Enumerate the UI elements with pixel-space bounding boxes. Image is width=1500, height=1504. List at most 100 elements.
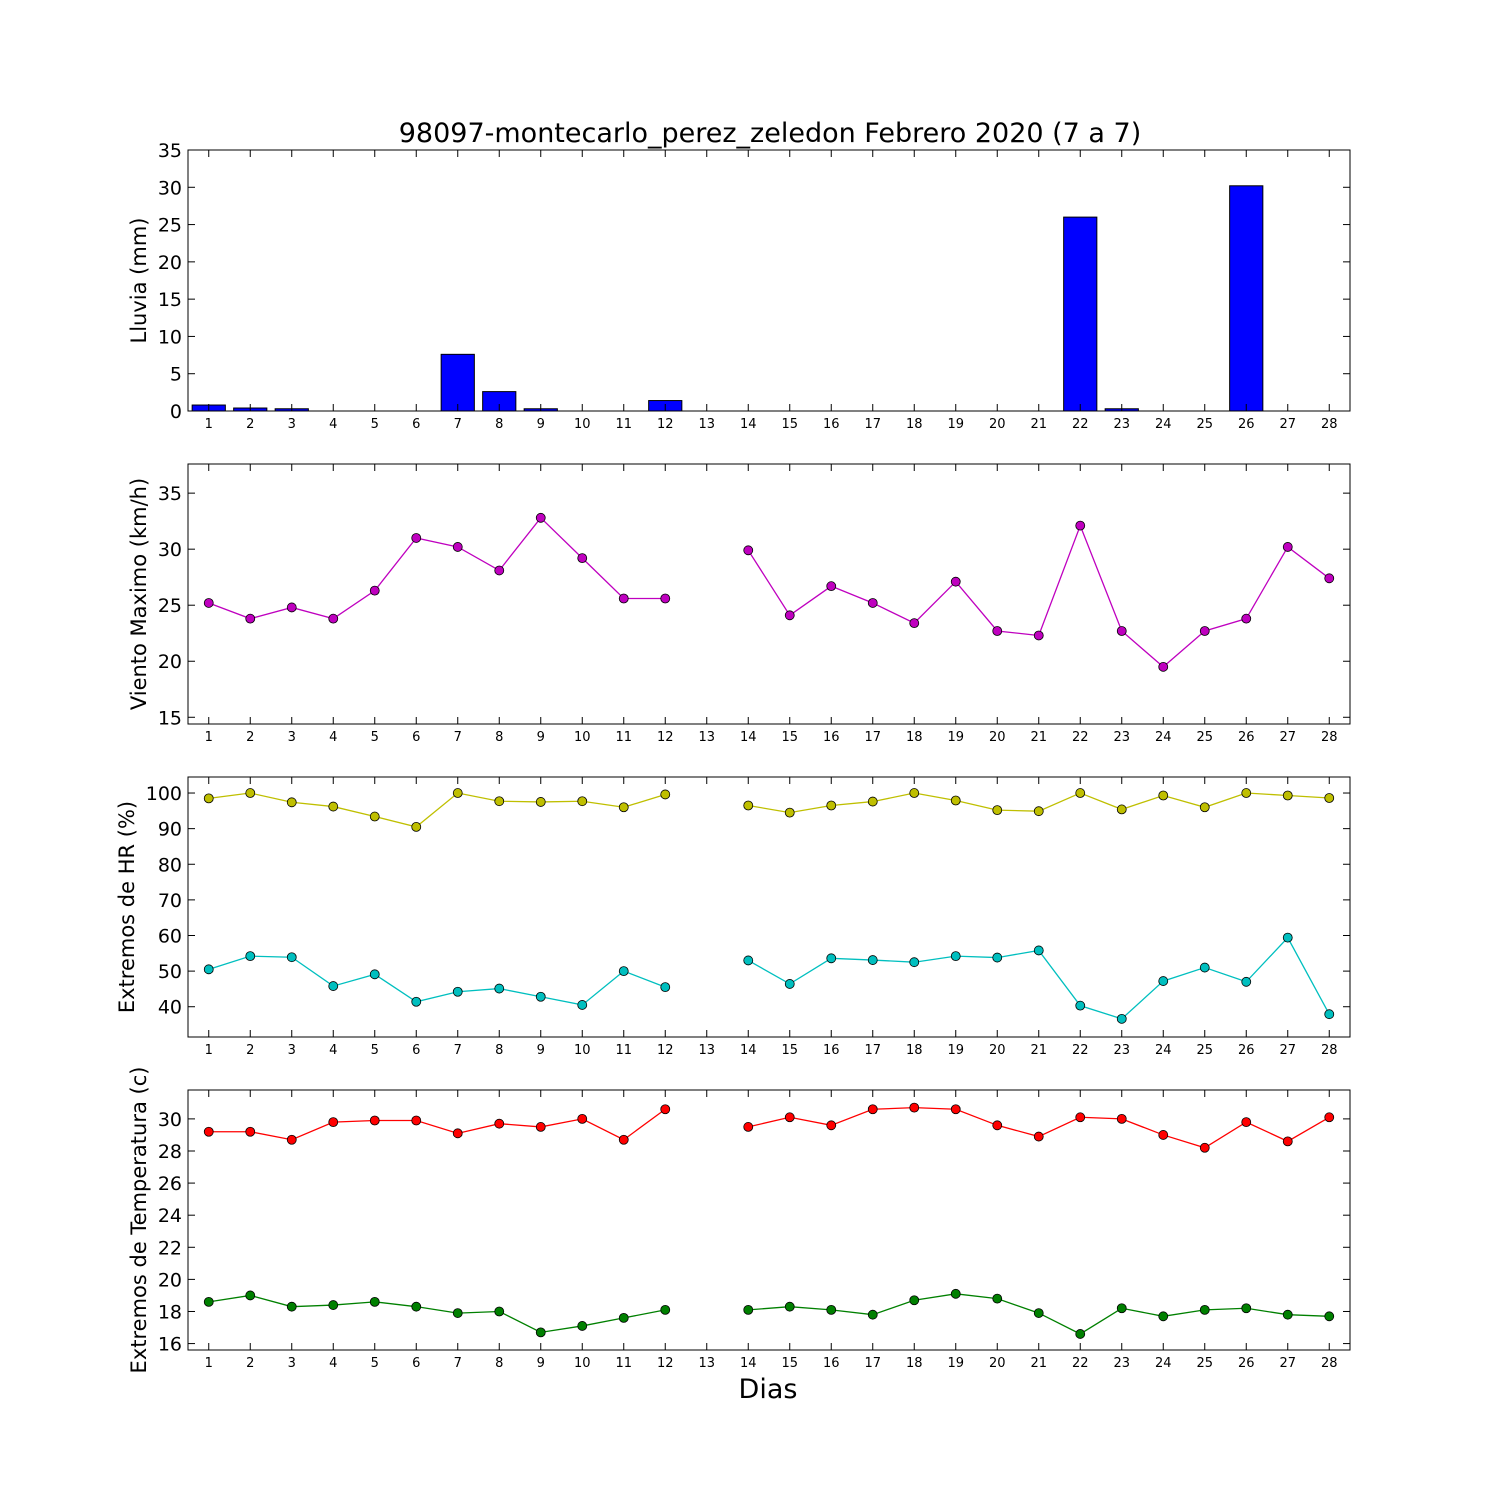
plot-frame [187, 776, 1351, 1038]
x-tick-label: 7 [454, 730, 462, 745]
y-tick-label: 20 [158, 252, 182, 274]
x-tick-label: 15 [781, 1043, 798, 1058]
point-day-19 [950, 795, 961, 806]
x-tick-label: 22 [1072, 417, 1089, 432]
y-tick-label: 35 [158, 140, 182, 162]
point-day-25 [1199, 962, 1210, 973]
x-tick-label: 3 [288, 730, 296, 745]
x-tick-label: 17 [864, 1043, 881, 1058]
x-tick-label: 28 [1321, 730, 1338, 745]
point-day-9 [535, 991, 546, 1002]
x-tick-label: 20 [989, 1043, 1006, 1058]
point-day-10 [577, 1113, 588, 1124]
y-tick-label: 40 [158, 997, 182, 1019]
point-day-11 [618, 1313, 629, 1323]
plot-frame [187, 149, 1351, 412]
x-tick-label: 21 [1030, 1043, 1047, 1058]
point-day-17 [867, 1104, 878, 1115]
point-day-7 [452, 542, 463, 552]
point-day-4 [328, 1117, 339, 1127]
x-tick-label: 24 [1155, 1043, 1172, 1058]
point-day-7 [452, 1128, 463, 1139]
bar-day-7 [440, 353, 475, 412]
point-day-18 [909, 788, 920, 798]
x-axis-label: Dias [739, 1374, 798, 1405]
x-tick-label: 28 [1321, 1043, 1338, 1058]
point-day-1 [203, 1126, 214, 1137]
chart-title: 98097-montecarlo_perez_zeledon Febrero 2… [399, 118, 1142, 149]
x-tick-label: 7 [454, 1043, 462, 1058]
point-day-17 [867, 955, 878, 965]
point-day-20 [992, 952, 1003, 963]
point-day-25 [1199, 626, 1210, 636]
point-day-3 [286, 952, 297, 963]
point-day-21 [1033, 1308, 1044, 1318]
x-tick-label: 13 [698, 1043, 715, 1058]
x-tick-label: 6 [412, 1043, 420, 1058]
y-tick-label: 15 [158, 289, 182, 311]
point-day-4 [328, 1300, 339, 1310]
y-tick-label: 15 [158, 707, 182, 729]
x-tick-label: 6 [412, 417, 420, 432]
x-tick-label: 2 [246, 417, 254, 432]
series-1 [203, 788, 1335, 832]
point-day-3 [286, 602, 297, 613]
x-tick-label: 18 [906, 1043, 923, 1058]
y-tick-label: 25 [158, 215, 182, 237]
point-day-9 [535, 1122, 546, 1132]
point-day-12 [660, 1304, 671, 1315]
x-tick-label: 25 [1196, 730, 1213, 745]
series-line-segment [208, 792, 666, 828]
x-tick-label: 17 [864, 1356, 881, 1371]
x-tick-label: 5 [371, 1356, 379, 1371]
bar-day-26 [1229, 185, 1264, 412]
x-tick-label: 28 [1321, 417, 1338, 432]
x-tick-label: 21 [1030, 730, 1047, 745]
point-day-12 [660, 789, 671, 800]
x-tick-label: 14 [740, 1043, 757, 1058]
x-tick-label: 14 [740, 417, 757, 432]
x-tick-label: 1 [205, 1043, 213, 1058]
x-tick-label: 9 [537, 417, 545, 432]
point-day-18 [909, 618, 920, 629]
point-day-25 [1199, 1304, 1210, 1315]
point-day-28 [1324, 1009, 1335, 1020]
y-tick-label: 80 [158, 854, 182, 876]
point-day-8 [494, 983, 505, 994]
point-day-19 [950, 1104, 961, 1115]
point-day-21 [1033, 630, 1044, 641]
x-tick-label: 18 [906, 417, 923, 432]
x-tick-label: 21 [1030, 417, 1047, 432]
x-tick-label: 15 [781, 730, 798, 745]
x-tick-label: 10 [574, 1043, 591, 1058]
x-tick-label: 7 [454, 1356, 462, 1371]
y-tick-label: 0 [170, 401, 182, 423]
point-day-18 [909, 1102, 920, 1113]
point-day-2 [245, 951, 256, 962]
point-day-19 [950, 1288, 961, 1299]
point-day-8 [494, 1118, 505, 1129]
y-axis-label: Extremos de HR (%) [115, 801, 139, 1013]
y-axis-label: Extremos de Temperatura (c) [127, 1067, 151, 1374]
point-day-27 [1282, 932, 1293, 943]
x-tick-label: 9 [537, 730, 545, 745]
x-tick-label: 19 [947, 1356, 964, 1371]
point-day-20 [992, 805, 1003, 816]
x-tick-label: 19 [947, 730, 964, 745]
point-day-14 [743, 800, 754, 811]
point-day-11 [618, 802, 629, 813]
series-line-segment [208, 955, 666, 1006]
point-day-21 [1033, 806, 1044, 817]
point-day-25 [1199, 802, 1210, 813]
point-day-20 [992, 1120, 1003, 1131]
y-tick-label: 100 [146, 783, 182, 805]
point-day-10 [577, 796, 588, 807]
x-tick-label: 4 [329, 730, 337, 745]
point-day-16 [826, 800, 837, 811]
series-2 [203, 932, 1335, 1024]
point-day-16 [826, 953, 837, 964]
plot-frame [187, 1089, 1351, 1351]
point-day-4 [328, 981, 339, 991]
x-tick-label: 14 [740, 730, 757, 745]
